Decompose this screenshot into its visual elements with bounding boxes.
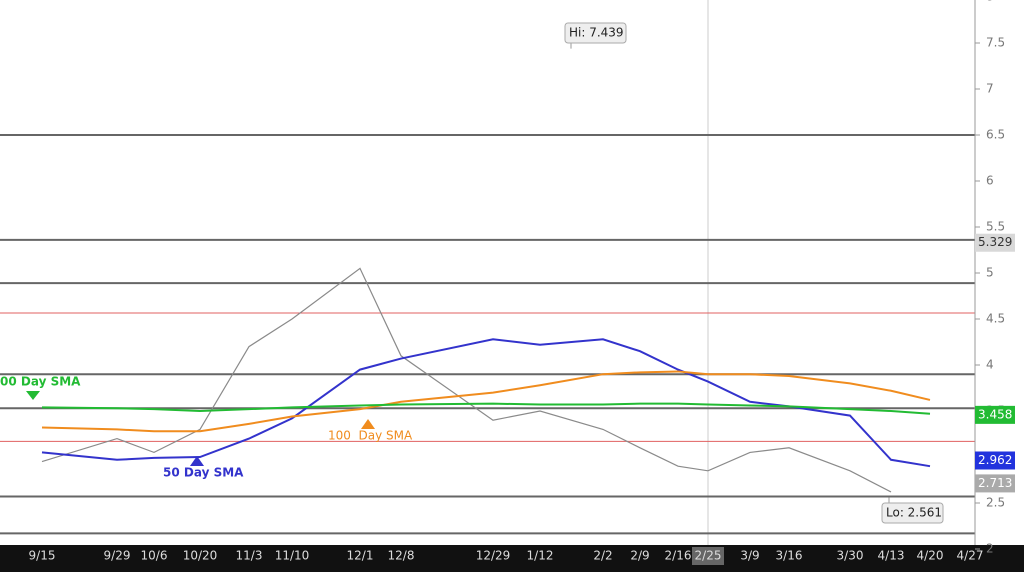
price-tag-label: 3.458 — [978, 407, 1012, 421]
x-tick-label: 12/8 — [388, 549, 415, 563]
y-tick-label: 6.5 — [986, 128, 1005, 142]
x-tick-label: 11/3 — [236, 549, 263, 563]
x-tick-label: 12/29 — [476, 549, 511, 563]
x-tick-label: 2/2 — [593, 549, 612, 563]
sma-arrow — [190, 456, 204, 466]
x-tick-label: 3/30 — [837, 549, 864, 563]
price-tag — [975, 474, 1015, 493]
plot-area: 50 Day SMA 100 Day SMA 00 Day SMA Hi: 7.439… — [0, 0, 975, 545]
price-line — [41, 267, 892, 493]
x-tick-label: 11/10 — [275, 549, 310, 563]
price-tag-label: 2.962 — [978, 453, 1012, 467]
x-tick-label: 4/27 — [957, 549, 984, 563]
x-tick-label: 2/25 — [695, 549, 722, 563]
y-tick-label: 2 — [986, 542, 994, 556]
x-tick-label: 9/15 — [29, 549, 56, 563]
annotation-box — [881, 502, 944, 524]
x-tick-label: 3/9 — [740, 549, 759, 563]
x-tick-label: 2/9 — [630, 549, 649, 563]
crosshair-tag — [692, 547, 724, 565]
price-tag-label: 5.329 — [978, 235, 1012, 249]
x-tick-label: 4/13 — [878, 549, 905, 563]
price-tag — [975, 233, 1015, 252]
x-axis-bar — [0, 545, 1024, 572]
price-tag-label: 2.713 — [978, 476, 1012, 490]
sma-line — [41, 402, 931, 415]
y-tick-label: 5 — [986, 266, 994, 280]
y-tick-label: 4.5 — [986, 312, 1005, 326]
y-tick-label: 7 — [986, 82, 994, 96]
y-tick-label: 5.5 — [986, 220, 1005, 234]
y-tick-label: 4 — [986, 358, 994, 372]
price-tag — [975, 405, 1015, 424]
x-tick-label: 3/16 — [776, 549, 803, 563]
sma-label: 00 Day SMA — [0, 375, 81, 389]
x-tick-label: 1/12 — [527, 549, 554, 563]
sma-arrow — [26, 391, 40, 400]
x-tick-label: 10/20 — [183, 549, 218, 563]
x-tick-label: 4/20 — [917, 549, 944, 563]
y-tick-label: 7.5 — [986, 36, 1005, 50]
sma-label: 100 Day SMA — [328, 429, 413, 443]
annotation-label: Lo: 2.561 — [886, 506, 942, 520]
x-tick-label: 2/16 — [665, 549, 692, 563]
x-tick-label: 10/6 — [141, 549, 168, 563]
sma-label: 50 Day SMA — [163, 466, 244, 480]
annotation-box — [564, 22, 627, 44]
y-tick-label: 8 — [986, 0, 994, 4]
y-tick-label: 6 — [986, 174, 994, 188]
price-tag — [975, 451, 1015, 470]
x-tick-label: 9/29 — [104, 549, 131, 563]
y-tick-label: 2.5 — [986, 496, 1005, 510]
x-tick-label: 12/1 — [347, 549, 374, 563]
annotation-label: Hi: 7.439 — [569, 26, 624, 40]
sma-line — [41, 370, 931, 433]
sma-arrow — [361, 419, 375, 429]
